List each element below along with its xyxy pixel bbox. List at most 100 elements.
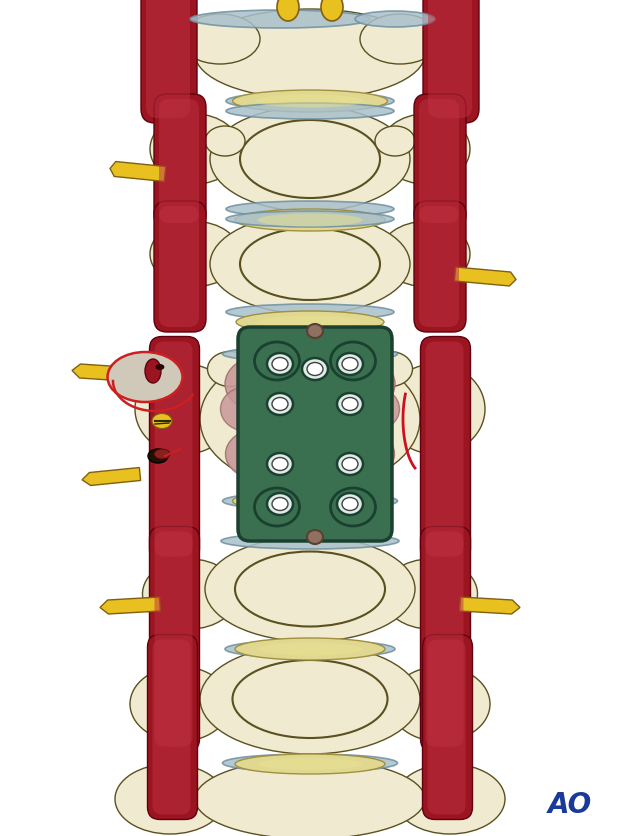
Ellipse shape bbox=[208, 352, 252, 387]
Ellipse shape bbox=[240, 229, 380, 301]
Ellipse shape bbox=[232, 91, 388, 113]
FancyBboxPatch shape bbox=[159, 99, 199, 224]
Ellipse shape bbox=[380, 115, 470, 185]
FancyBboxPatch shape bbox=[159, 206, 199, 328]
Ellipse shape bbox=[330, 488, 376, 527]
FancyBboxPatch shape bbox=[146, 0, 190, 119]
Ellipse shape bbox=[245, 357, 295, 392]
FancyBboxPatch shape bbox=[428, 640, 466, 814]
Ellipse shape bbox=[148, 450, 168, 463]
FancyBboxPatch shape bbox=[149, 337, 200, 562]
Ellipse shape bbox=[180, 15, 260, 65]
FancyBboxPatch shape bbox=[141, 0, 197, 124]
Ellipse shape bbox=[252, 443, 272, 456]
Ellipse shape bbox=[236, 312, 384, 334]
Ellipse shape bbox=[226, 304, 394, 321]
Ellipse shape bbox=[225, 357, 295, 412]
Ellipse shape bbox=[267, 394, 293, 415]
Ellipse shape bbox=[383, 559, 477, 630]
Ellipse shape bbox=[337, 354, 363, 375]
FancyArrow shape bbox=[82, 468, 141, 486]
Ellipse shape bbox=[272, 458, 288, 471]
FancyArrow shape bbox=[454, 268, 516, 287]
Ellipse shape bbox=[190, 11, 370, 29]
Ellipse shape bbox=[380, 222, 470, 287]
Ellipse shape bbox=[360, 15, 440, 65]
Ellipse shape bbox=[115, 764, 225, 834]
FancyBboxPatch shape bbox=[154, 342, 192, 557]
Ellipse shape bbox=[390, 666, 490, 742]
Ellipse shape bbox=[150, 115, 240, 185]
Ellipse shape bbox=[368, 352, 412, 387]
Ellipse shape bbox=[277, 0, 299, 22]
Ellipse shape bbox=[226, 201, 394, 217]
Ellipse shape bbox=[215, 20, 405, 90]
FancyBboxPatch shape bbox=[423, 0, 479, 124]
Ellipse shape bbox=[321, 0, 343, 22]
Ellipse shape bbox=[267, 453, 293, 476]
Ellipse shape bbox=[348, 443, 368, 456]
FancyBboxPatch shape bbox=[414, 95, 466, 229]
FancyBboxPatch shape bbox=[425, 532, 464, 747]
Ellipse shape bbox=[307, 324, 323, 339]
FancyBboxPatch shape bbox=[238, 328, 392, 542]
Ellipse shape bbox=[325, 357, 395, 412]
FancyBboxPatch shape bbox=[154, 201, 206, 333]
Ellipse shape bbox=[342, 498, 358, 511]
Ellipse shape bbox=[345, 387, 399, 432]
Ellipse shape bbox=[307, 363, 323, 376]
Ellipse shape bbox=[256, 95, 365, 109]
Ellipse shape bbox=[226, 212, 394, 227]
Ellipse shape bbox=[223, 492, 397, 511]
Ellipse shape bbox=[210, 107, 410, 212]
Ellipse shape bbox=[223, 754, 397, 772]
Ellipse shape bbox=[307, 530, 323, 544]
Ellipse shape bbox=[235, 638, 385, 660]
Ellipse shape bbox=[385, 364, 485, 455]
Ellipse shape bbox=[342, 458, 358, 471]
Ellipse shape bbox=[254, 343, 299, 380]
Ellipse shape bbox=[342, 398, 358, 411]
Ellipse shape bbox=[251, 415, 293, 447]
Ellipse shape bbox=[355, 12, 435, 28]
Ellipse shape bbox=[302, 359, 328, 380]
FancyBboxPatch shape bbox=[154, 532, 192, 747]
Ellipse shape bbox=[254, 488, 299, 527]
Ellipse shape bbox=[135, 364, 235, 455]
Ellipse shape bbox=[225, 640, 395, 658]
Ellipse shape bbox=[226, 430, 291, 479]
Ellipse shape bbox=[267, 493, 293, 515]
Ellipse shape bbox=[256, 495, 365, 508]
Ellipse shape bbox=[240, 121, 380, 199]
FancyBboxPatch shape bbox=[428, 0, 472, 119]
FancyArrow shape bbox=[459, 597, 520, 614]
FancyBboxPatch shape bbox=[419, 206, 459, 328]
Ellipse shape bbox=[150, 222, 240, 287]
Ellipse shape bbox=[195, 10, 425, 99]
Ellipse shape bbox=[221, 533, 399, 549]
Ellipse shape bbox=[337, 493, 363, 515]
Ellipse shape bbox=[257, 758, 363, 770]
Ellipse shape bbox=[152, 414, 172, 429]
Ellipse shape bbox=[235, 210, 385, 232]
Ellipse shape bbox=[221, 387, 275, 432]
Ellipse shape bbox=[226, 104, 394, 120]
Ellipse shape bbox=[156, 365, 164, 370]
Ellipse shape bbox=[200, 645, 420, 754]
FancyArrow shape bbox=[100, 597, 161, 614]
Ellipse shape bbox=[330, 343, 376, 380]
Ellipse shape bbox=[257, 643, 363, 655]
Ellipse shape bbox=[235, 552, 385, 627]
Ellipse shape bbox=[205, 537, 415, 642]
Ellipse shape bbox=[205, 127, 245, 157]
Ellipse shape bbox=[272, 358, 288, 371]
Ellipse shape bbox=[235, 754, 385, 774]
FancyBboxPatch shape bbox=[425, 342, 464, 557]
Ellipse shape bbox=[395, 764, 505, 834]
FancyArrow shape bbox=[72, 364, 125, 381]
Ellipse shape bbox=[272, 498, 288, 511]
Ellipse shape bbox=[226, 93, 394, 111]
FancyBboxPatch shape bbox=[154, 95, 206, 229]
Ellipse shape bbox=[130, 666, 230, 742]
FancyArrow shape bbox=[110, 162, 166, 182]
